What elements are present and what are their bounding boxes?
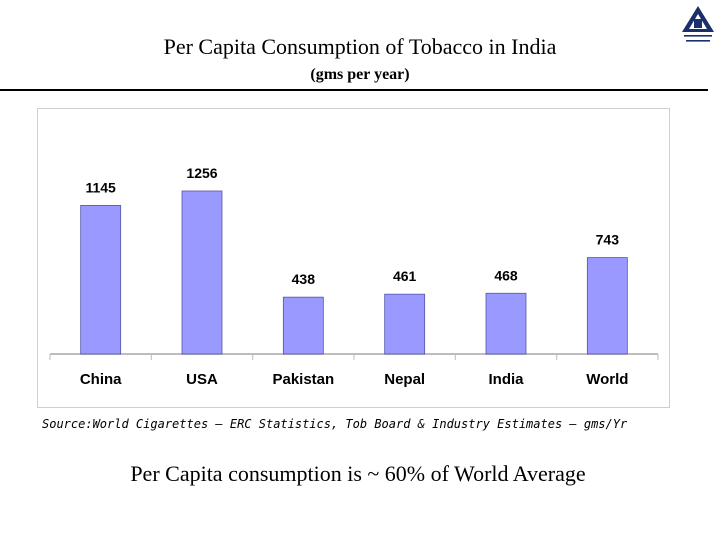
x-tick-label-china: China (80, 371, 122, 388)
data-label-india: 468 (494, 267, 518, 283)
bar-nepal (384, 293, 426, 355)
source-note: Source:World Cigarettes – ERC Statistics… (42, 417, 628, 431)
itc-logo-icon (678, 2, 718, 50)
conclusion-text: Per Capita consumption is ~ 60% of World… (130, 461, 586, 486)
title-divider (0, 89, 708, 91)
x-tick-label-nepal: Nepal (384, 371, 425, 388)
x-tick-label-india: India (488, 371, 524, 388)
bar-india (485, 292, 527, 355)
data-label-usa: 1256 (186, 165, 217, 181)
data-label-world: 743 (596, 232, 620, 248)
bar-world (586, 257, 628, 355)
data-label-pakistan: 438 (292, 271, 316, 287)
bar-chart: 1145 China 1256 USA 438 Pakistan 461 Nepal 468 In… (49, 165, 659, 388)
data-label-china: 1145 (85, 179, 116, 195)
bar-china (80, 205, 122, 355)
data-label-nepal: 461 (393, 268, 417, 284)
x-tick-label-world: World (586, 371, 628, 388)
bar-usa (181, 190, 223, 355)
page-title: Per Capita Consumption of Tobacco in Ind… (163, 34, 557, 59)
chart-frame: 1145 China 1256 USA 438 Pakistan 461 Nepal 468 In… (37, 108, 670, 408)
x-tick-label-pakistan: Pakistan (272, 371, 334, 388)
x-tick-label-usa: USA (186, 371, 218, 388)
bar-pakistan (282, 296, 324, 355)
page-subtitle: (gms per year) (310, 66, 410, 83)
